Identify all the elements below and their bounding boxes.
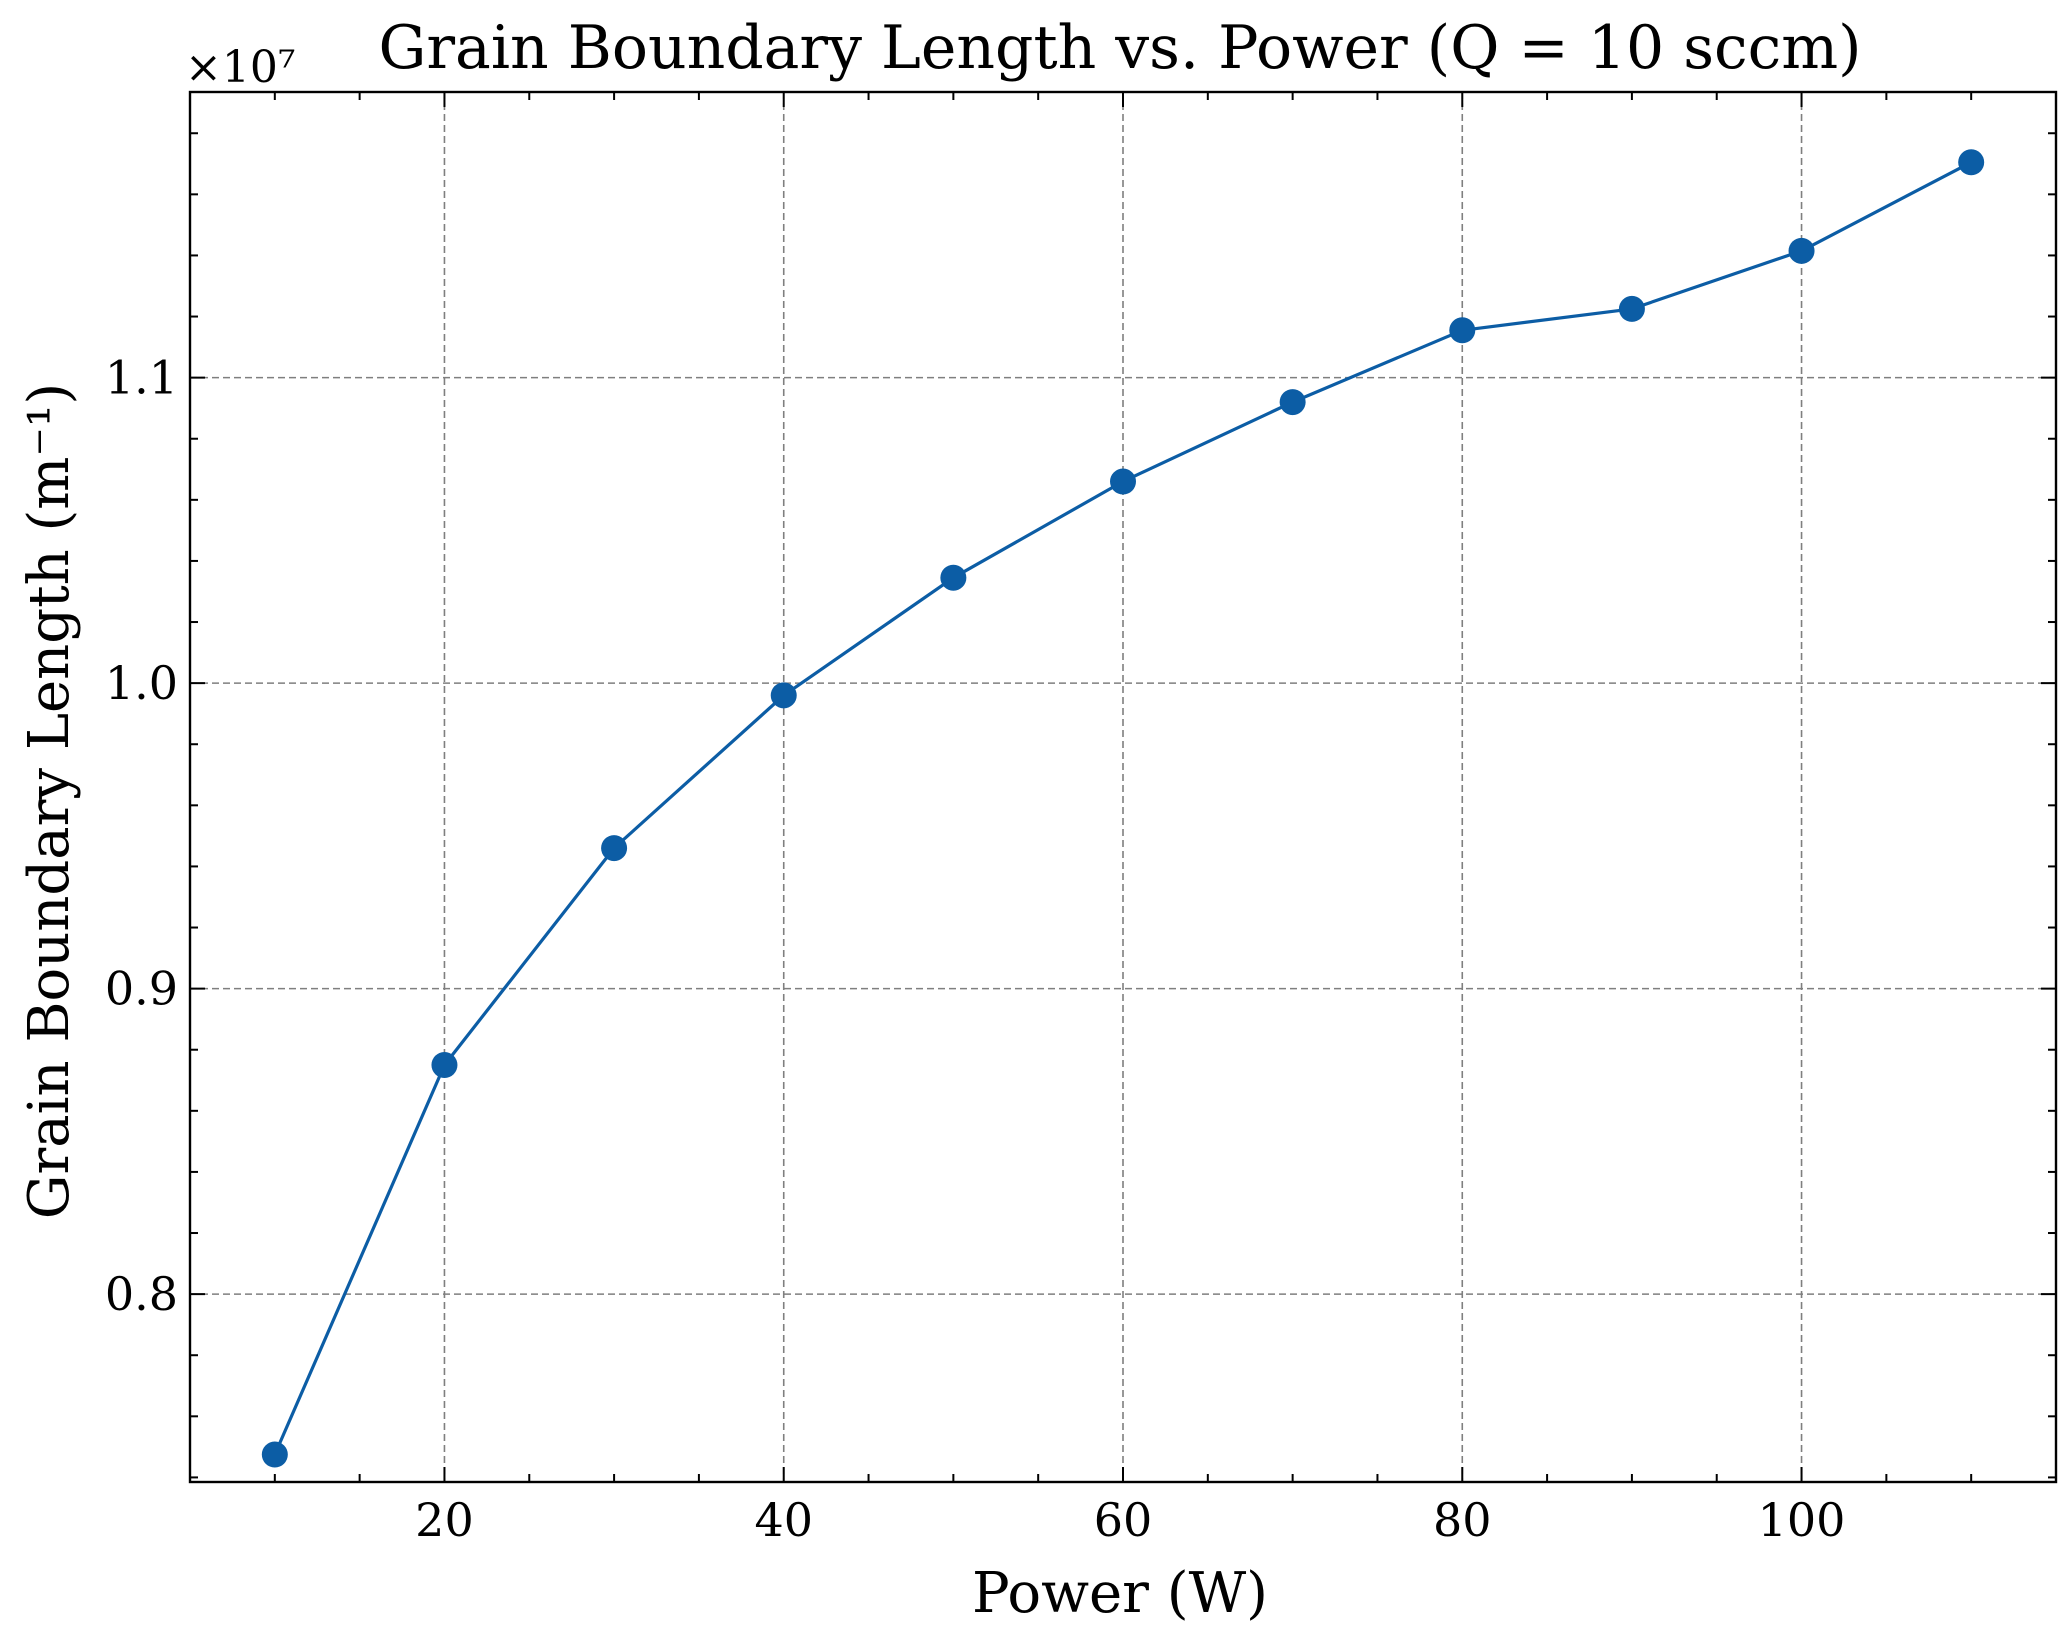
y-tick-label: 1.0: [105, 656, 178, 710]
data-point: [770, 682, 797, 709]
chart-title: Grain Boundary Length vs. Power (Q = 10 …: [378, 13, 1861, 83]
y-axis-offset-label: ×10⁷: [185, 42, 296, 93]
x-axis-label: Power (W): [972, 1561, 1268, 1626]
data-point: [601, 835, 628, 862]
data-point: [1788, 237, 1815, 264]
data-point: [1449, 317, 1476, 344]
data-point: [1279, 389, 1306, 416]
data-point: [261, 1441, 288, 1468]
plot-data: [261, 149, 1985, 1468]
x-tick-label: 40: [754, 1493, 813, 1547]
x-tick-label: 20: [415, 1493, 474, 1547]
data-point: [940, 564, 967, 591]
data-point: [1110, 468, 1136, 495]
y-tick-label: 0.9: [105, 962, 178, 1016]
data-point: [1958, 149, 1985, 176]
x-tick-label: 80: [1433, 1493, 1492, 1547]
data-point: [1618, 295, 1645, 322]
axis-ticks: 20 40 60 80 100 0.8 0.9 1.0 1.1: [105, 92, 2057, 1547]
data-point: [431, 1052, 458, 1078]
y-axis-label: Grain Boundary Length (m⁻¹): [17, 383, 82, 1220]
y-tick-label: 1.1: [105, 351, 178, 405]
x-tick-label: 60: [1094, 1493, 1153, 1547]
y-tick-label: 0.8: [105, 1267, 178, 1321]
x-tick-label: 100: [1758, 1493, 1846, 1547]
